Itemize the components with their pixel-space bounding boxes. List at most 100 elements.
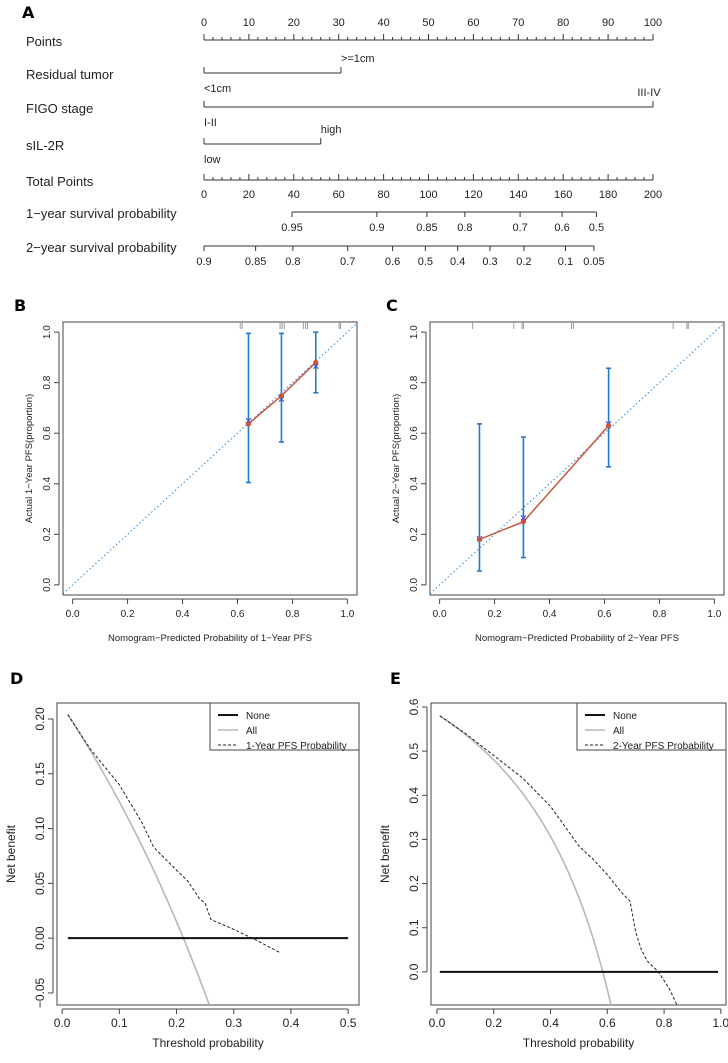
row-label-total-points: Total Points [26,174,94,189]
legend-entry: None [246,711,270,722]
y-tick-label: 0.2 [409,527,420,541]
x-tick-label: 0.1 [111,1016,128,1030]
bias-corrected-marker [520,515,527,521]
points-tick-label: 0 [201,17,207,29]
legend: None All 2-Year PFS Probability [576,702,727,752]
observed-point [520,519,527,525]
x-tick-label: 0.3 [225,1016,242,1030]
observed-point [313,359,319,366]
total-points-tick-label: 120 [464,189,482,201]
survival-tick-label: 0.2 [516,256,531,268]
y-axis-title: Net benefit [378,824,392,883]
points-tick-label: 50 [422,17,434,29]
panel-letter-c: C [386,296,398,315]
x-tick-label: 0.4 [543,609,557,620]
total-points-tick-label: 80 [377,189,389,201]
y-axis-title: Actual 1−Year PFS(proportion) [24,394,35,523]
total-points-tick-label: 0 [201,189,207,201]
legend-entry: 2-Year PFS Probability [613,741,714,752]
model-curve [439,715,678,1005]
x-tick-label: 0.0 [66,609,80,620]
y-tick-label: 0.4 [42,476,53,490]
plot-area [430,322,724,595]
y-tick-label: 0.0 [409,578,420,592]
total-points-tick-label: 40 [288,189,300,201]
x-tick-label: 0.8 [656,1016,673,1030]
survival-tick-label: 0.8 [457,222,472,234]
y-tick-label: 0.15 [33,762,47,786]
bias-corrected-marker [312,363,319,370]
points-tick-label: 90 [602,17,614,29]
observed-point [476,536,483,542]
y-tick-label: 0.4 [409,476,420,490]
y-tick-label: 0.20 [33,707,47,731]
y-tick-label: 0.8 [42,375,53,389]
x-tick-label: 0.2 [488,609,502,620]
total-points-tick-label: 140 [509,189,527,201]
x-tick-label: 0.8 [652,609,666,620]
total-points-tick-label: 160 [554,189,572,201]
x-axis-title: Nomogram−Predicted Probability of 1−Year… [108,633,312,644]
x-tick-label: 1.0 [707,609,721,620]
points-tick-label: 80 [557,17,569,29]
level-label: >=1cm [341,53,375,65]
y-tick-label: 0.3 [407,831,421,848]
survival-tick-label: 0.5 [589,222,604,234]
plot-frame [429,321,725,596]
y-tick-label: 1.0 [409,325,420,339]
survival-tick-label: 0.85 [245,256,266,268]
panel-letter-b: B [14,296,26,315]
row-label-variable: sIL-2R [26,138,64,153]
points-tick-label: 60 [467,17,479,29]
x-tick-label: 0.4 [283,1016,300,1030]
y-tick-label: 0.2 [407,875,421,892]
legend-box [576,702,727,751]
x-axis-title: Threshold probability [152,1036,263,1050]
y-tick-label: 0.5 [407,742,421,759]
y-tick-label: 0.2 [42,527,53,541]
row-label-survival: 2−year survival probability [26,240,177,255]
points-tick-label: 40 [377,17,389,29]
x-tick-label: 0.0 [54,1016,71,1030]
total-points-tick-label: 100 [419,189,437,201]
survival-tick-label: 0.05 [583,256,604,268]
survival-tick-label: 0.7 [512,222,527,234]
survival-tick-label: 0.3 [482,256,497,268]
legend: None All 1-Year PFS Probability [209,702,360,752]
panel-letter-a: A [22,3,35,22]
total-points-tick-label: 60 [333,189,345,201]
x-tick-label: 0.4 [176,609,190,620]
observed-point [605,423,612,429]
y-tick-label: 0.6 [42,426,53,440]
level-label: low [204,154,221,166]
survival-tick-label: 0.95 [281,222,302,234]
points-tick-label: 20 [288,17,300,29]
plot-area [63,322,357,595]
row-label-variable: Residual tumor [26,67,114,82]
legend-entry: All [246,726,257,737]
survival-tick-label: 0.9 [196,256,211,268]
points-tick-label: 30 [333,17,345,29]
x-tick-label: 0.2 [121,609,135,620]
x-axis-title: Threshold probability [523,1036,634,1050]
survival-tick-label: 0.7 [340,256,355,268]
total-points-tick-label: 200 [644,189,662,201]
total-points-tick-label: 20 [243,189,255,201]
survival-tick-label: 0.85 [416,222,437,234]
x-tick-label: 0.0 [433,609,447,620]
plot-area [439,715,678,1005]
x-tick-label: 0.6 [598,609,612,620]
x-tick-label: 0.6 [231,609,245,620]
x-tick-label: 0.8 [285,609,299,620]
y-axis-title: Net benefit [4,824,18,883]
ideal-diagonal-line [430,322,724,595]
y-tick-label: 0.8 [409,375,420,389]
observed-point [278,393,285,399]
x-tick-label: 1.0 [713,1016,728,1030]
y-tick-label: 0.10 [33,817,47,841]
y-tick-label: 1.0 [42,325,53,339]
points-tick-label: 100 [644,17,662,29]
observed-point [245,421,252,427]
plot-frame [56,702,360,1006]
